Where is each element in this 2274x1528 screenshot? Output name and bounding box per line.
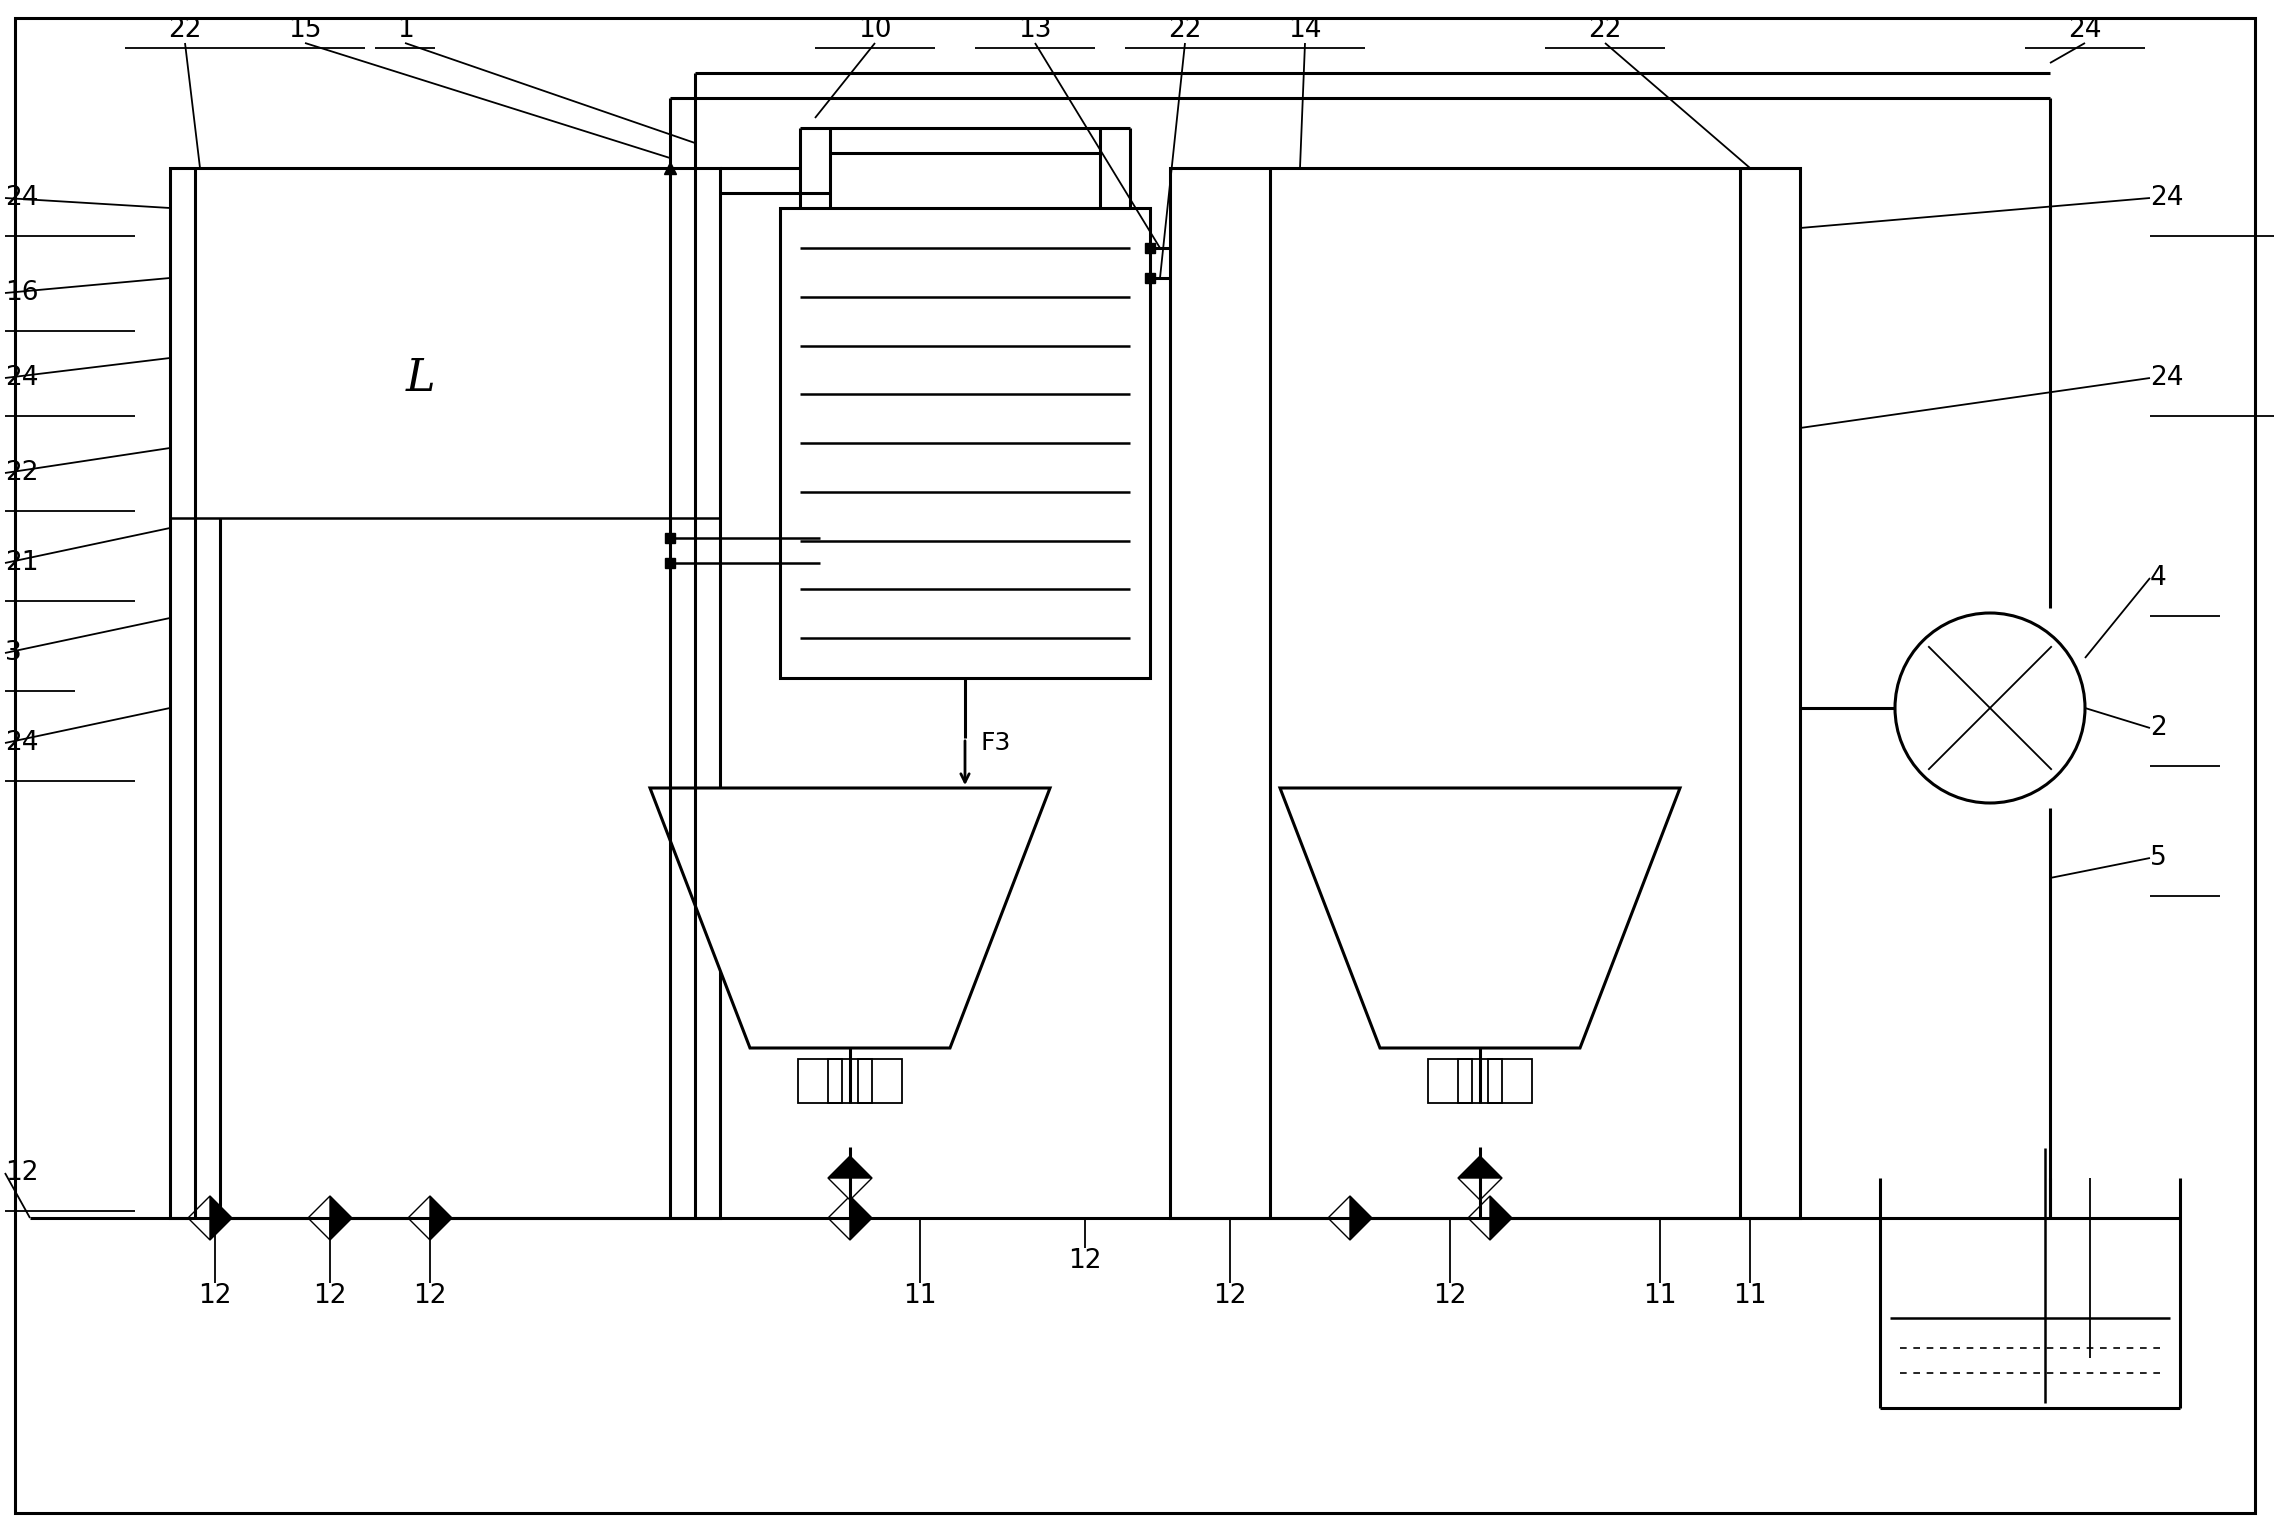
Text: 22: 22 bbox=[168, 17, 202, 43]
Text: 12: 12 bbox=[414, 1284, 446, 1309]
Text: 12: 12 bbox=[1433, 1284, 1467, 1309]
Polygon shape bbox=[430, 1196, 453, 1241]
Polygon shape bbox=[330, 1196, 352, 1241]
Text: 13: 13 bbox=[1019, 17, 1053, 43]
Bar bbox=[780, 208, 1151, 678]
Text: 3: 3 bbox=[5, 640, 23, 666]
Text: 24: 24 bbox=[2149, 185, 2183, 211]
Text: 21: 21 bbox=[5, 550, 39, 576]
Text: 15: 15 bbox=[289, 17, 321, 43]
Text: 12: 12 bbox=[1214, 1284, 1246, 1309]
Polygon shape bbox=[209, 1196, 232, 1241]
Polygon shape bbox=[828, 1157, 871, 1178]
Text: 14: 14 bbox=[1289, 17, 1321, 43]
Polygon shape bbox=[650, 788, 1051, 1048]
Text: 16: 16 bbox=[5, 280, 39, 306]
Text: 10: 10 bbox=[857, 17, 891, 43]
Text: 1: 1 bbox=[396, 17, 414, 43]
Text: 4: 4 bbox=[2149, 565, 2167, 591]
Polygon shape bbox=[828, 1196, 850, 1241]
Text: 5: 5 bbox=[2149, 845, 2167, 871]
Polygon shape bbox=[189, 1196, 209, 1241]
Text: 12: 12 bbox=[198, 1284, 232, 1309]
Polygon shape bbox=[307, 1196, 330, 1241]
Bar bbox=[857, 1059, 903, 1103]
Polygon shape bbox=[1489, 1196, 1512, 1241]
Polygon shape bbox=[828, 1178, 871, 1199]
Text: 24: 24 bbox=[2069, 17, 2101, 43]
Text: 22: 22 bbox=[1587, 17, 1621, 43]
Polygon shape bbox=[1351, 1196, 1371, 1241]
Text: 24: 24 bbox=[5, 730, 39, 756]
Text: 12: 12 bbox=[5, 1160, 39, 1186]
Bar bbox=[171, 168, 721, 1218]
Polygon shape bbox=[1458, 1178, 1503, 1199]
Text: 24: 24 bbox=[2149, 365, 2183, 391]
Text: 22: 22 bbox=[1169, 17, 1201, 43]
Text: 11: 11 bbox=[1644, 1284, 1676, 1309]
Bar bbox=[1487, 1059, 1533, 1103]
Circle shape bbox=[1894, 613, 2085, 804]
Polygon shape bbox=[407, 1196, 430, 1241]
Polygon shape bbox=[1469, 1196, 1489, 1241]
Text: F3: F3 bbox=[980, 730, 1010, 755]
Text: 11: 11 bbox=[1733, 1284, 1767, 1309]
Text: 11: 11 bbox=[903, 1284, 937, 1309]
Bar bbox=[1428, 1059, 1471, 1103]
Text: 2: 2 bbox=[2149, 715, 2167, 741]
Text: 24: 24 bbox=[5, 185, 39, 211]
Polygon shape bbox=[1328, 1196, 1351, 1241]
Polygon shape bbox=[1280, 788, 1680, 1048]
Polygon shape bbox=[1458, 1157, 1503, 1178]
Bar bbox=[1171, 168, 1801, 1218]
Bar bbox=[828, 1059, 871, 1103]
Text: 24: 24 bbox=[5, 365, 39, 391]
Bar bbox=[798, 1059, 841, 1103]
Text: 12: 12 bbox=[1069, 1248, 1101, 1274]
Bar bbox=[1458, 1059, 1503, 1103]
Text: L: L bbox=[405, 356, 434, 400]
Polygon shape bbox=[850, 1196, 871, 1241]
Text: 22: 22 bbox=[5, 460, 39, 486]
Text: 12: 12 bbox=[314, 1284, 346, 1309]
